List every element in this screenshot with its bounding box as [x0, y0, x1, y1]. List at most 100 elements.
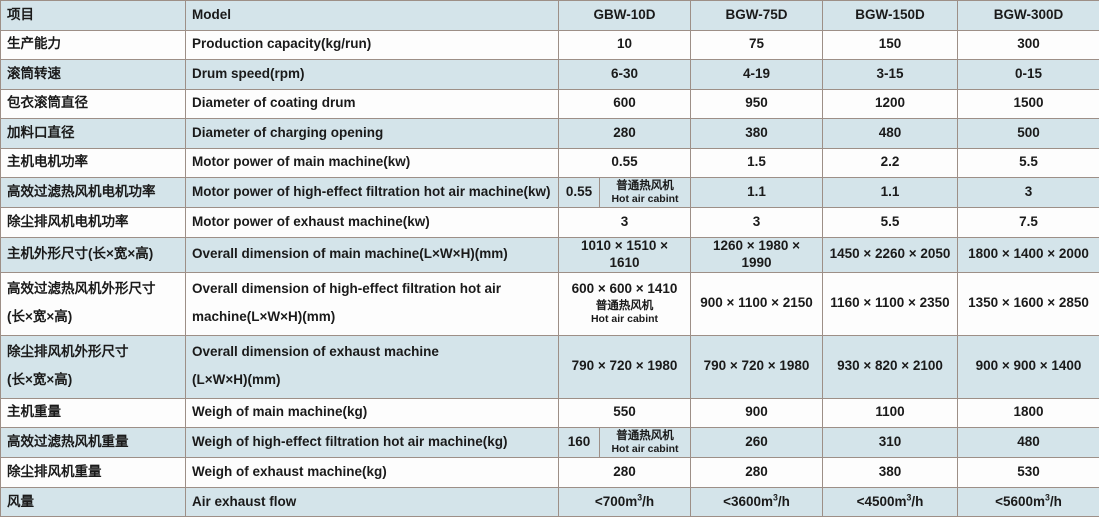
header-model-2: BGW-75D [691, 1, 823, 31]
value-cell-model-3: 1160 × 1100 × 2350 [823, 272, 958, 335]
value-cell-model-3: 3-15 [823, 60, 958, 90]
note-en: Hot air cabint [565, 313, 684, 326]
value-cell-model-2: 3 [691, 208, 823, 238]
row-label-cn: 风量 [1, 487, 186, 517]
row-label-en: Weigh of main machine(kg) [186, 398, 559, 428]
value-cell-model-2: 4-19 [691, 60, 823, 90]
value-number: 160 [559, 434, 599, 451]
value-cell-model-3: 310 [823, 428, 958, 458]
row-label-cn: 高效过滤热风机电机功率 [1, 178, 186, 208]
value-cell-model-3: 1200 [823, 89, 958, 119]
value-cell-model-2: 790 × 720 × 1980 [691, 335, 823, 398]
value-cell-model-4: 530 [958, 458, 1099, 488]
row-label-cn: 高效过滤热风机重量 [1, 428, 186, 458]
row-label-en: Production capacity(kg/run) [186, 30, 559, 60]
value-cell-model-2: 1.1 [691, 178, 823, 208]
value-cell-model-4: 0-15 [958, 60, 1099, 90]
value-cell-model-4: 900 × 900 × 1400 [958, 335, 1099, 398]
value-cell-model-2: 380 [691, 119, 823, 149]
row-label-cn: 主机电机功率 [1, 148, 186, 178]
row-label-en: Overall dimension of main machine(L×W×H)… [186, 237, 559, 272]
row-label-cn: 生产能力 [1, 30, 186, 60]
row-label-en: Weigh of high-effect filtration hot air … [186, 428, 559, 458]
value-cell-model-4: 480 [958, 428, 1099, 458]
header-model-3: BGW-150D [823, 1, 958, 31]
value-cell-model-3: 380 [823, 458, 958, 488]
header-model-1: GBW-10D [559, 1, 691, 31]
value-cell-model-3: 1100 [823, 398, 958, 428]
note-cn: 普通热风机 [602, 430, 688, 443]
row-label-en: Overall dimension of high-effect filtrat… [186, 272, 559, 335]
header-spec-cn: 项目 [1, 1, 186, 31]
value-cell-model-4: 500 [958, 119, 1099, 149]
row-label-cn: 除尘排风机外形尺寸 (长×宽×高) [1, 335, 186, 398]
value-cell-model-1: 1010 × 1510 × 1610 [559, 237, 691, 272]
value-cell-model-1: 3 [559, 208, 691, 238]
row-label-cn: 滚筒转速 [1, 60, 186, 90]
value-cell-model-4: 1800 × 1400 × 2000 [958, 237, 1099, 272]
row-label-cn: 高效过滤热风机外形尺寸(长×宽×高) [1, 272, 186, 335]
value-cell-model-1: 550 [559, 398, 691, 428]
row-label-en: Diameter of charging opening [186, 119, 559, 149]
value-cell-model-4: 3 [958, 178, 1099, 208]
value-cell-model-4: 1350 × 1600 × 2850 [958, 272, 1099, 335]
row-label-cn-line2: (长×宽×高) [7, 372, 179, 389]
value-cell-model-4: 5.5 [958, 148, 1099, 178]
value-cell-model-1: 280 [559, 458, 691, 488]
value-cell-model-2: 900 × 1100 × 2150 [691, 272, 823, 335]
row-label-en: Weigh of exhaust machine(kg) [186, 458, 559, 488]
value-cell-model-2: 280 [691, 458, 823, 488]
row-label-cn: 加料口直径 [1, 119, 186, 149]
row-label-cn: 除尘排风机重量 [1, 458, 186, 488]
value-cell-model-3: 1.1 [823, 178, 958, 208]
value-cell-model-3: 930 × 820 × 2100 [823, 335, 958, 398]
value-cell-model-3: <4500m3/h [823, 487, 958, 517]
note-en: Hot air cabint [602, 443, 688, 455]
value-cell-model-1: <700m3/h [559, 487, 691, 517]
value-cell-model-1: 790 × 720 × 1980 [559, 335, 691, 398]
row-label-en-line1: Overall dimension of high-effect filtrat… [192, 281, 552, 298]
value-cell-model-2: 900 [691, 398, 823, 428]
value-cell-model-4: 7.5 [958, 208, 1099, 238]
value-cell-model-4: 1800 [958, 398, 1099, 428]
row-label-cn-line2: (长×宽×高) [7, 309, 179, 326]
value-cell-model-2: 950 [691, 89, 823, 119]
row-label-cn: 主机外形尺寸(长×宽×高) [1, 237, 186, 272]
value-cell-model-4: 300 [958, 30, 1099, 60]
row-label-en: Drum speed(rpm) [186, 60, 559, 90]
note-en: Hot air cabint [602, 193, 688, 205]
value-cell-model-2: 1260 × 1980 × 1990 [691, 237, 823, 272]
row-label-en: Motor power of exhaust machine(kw) [186, 208, 559, 238]
row-label-en: Diameter of coating drum [186, 89, 559, 119]
value-cell-model-4: 1500 [958, 89, 1099, 119]
note-cn: 普通热风机 [602, 180, 688, 193]
row-label-cn-line1: 除尘排风机外形尺寸 [7, 344, 179, 361]
value-cell-model-1: 600 [559, 89, 691, 119]
header-spec-en: Model [186, 1, 559, 31]
value-cell-model-2: <3600m3/h [691, 487, 823, 517]
row-label-cn: 除尘排风机电机功率 [1, 208, 186, 238]
value-cell-model-3: 1450 × 2260 × 2050 [823, 237, 958, 272]
table-row: 高效过滤热风机外形尺寸(长×宽×高) Overall dimension of h… [1, 272, 1099, 335]
row-label-cn: 主机重量 [1, 398, 186, 428]
note-cn: 普通热风机 [565, 299, 684, 313]
row-label-en: Overall dimension of exhaust machine(L×W… [186, 335, 559, 398]
row-label-en: Motor power of high-effect filtration ho… [186, 178, 559, 208]
value-cell-model-4: <5600m3/h [958, 487, 1099, 517]
row-label-en: Air exhaust flow [186, 487, 559, 517]
value-cell-model-3: 150 [823, 30, 958, 60]
